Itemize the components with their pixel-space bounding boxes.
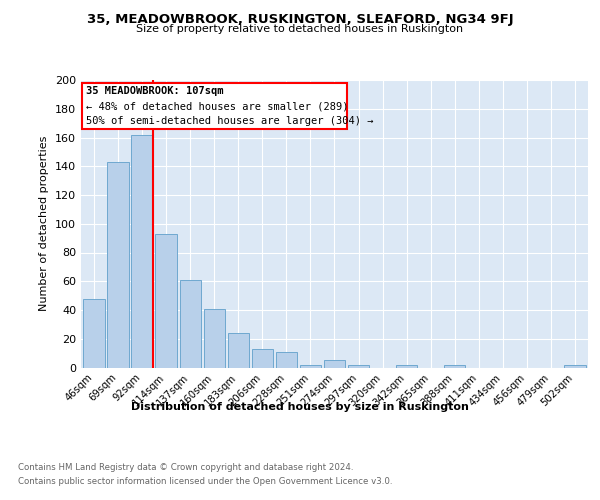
FancyBboxPatch shape xyxy=(82,83,347,129)
Text: Distribution of detached houses by size in Ruskington: Distribution of detached houses by size … xyxy=(131,402,469,412)
Text: Contains HM Land Registry data © Crown copyright and database right 2024.: Contains HM Land Registry data © Crown c… xyxy=(18,462,353,471)
Bar xyxy=(203,308,225,368)
Bar xyxy=(131,134,153,368)
Text: 50% of semi-detached houses are larger (304) →: 50% of semi-detached houses are larger (… xyxy=(86,116,373,126)
Bar xyxy=(348,364,370,368)
Text: ← 48% of detached houses are smaller (289): ← 48% of detached houses are smaller (28… xyxy=(86,102,349,112)
Text: 35 MEADOWBROOK: 107sqm: 35 MEADOWBROOK: 107sqm xyxy=(86,86,223,96)
Bar xyxy=(396,364,418,368)
Y-axis label: Number of detached properties: Number of detached properties xyxy=(40,136,49,312)
Bar xyxy=(227,333,249,368)
Bar xyxy=(444,364,466,368)
Bar xyxy=(155,234,177,368)
Bar xyxy=(251,349,273,368)
Bar xyxy=(275,352,297,368)
Bar xyxy=(299,364,321,368)
Bar xyxy=(564,364,586,368)
Bar xyxy=(179,280,201,368)
Text: Size of property relative to detached houses in Ruskington: Size of property relative to detached ho… xyxy=(136,24,464,34)
Text: Contains public sector information licensed under the Open Government Licence v3: Contains public sector information licen… xyxy=(18,478,392,486)
Bar xyxy=(83,298,105,368)
Bar xyxy=(323,360,346,368)
Text: 35, MEADOWBROOK, RUSKINGTON, SLEAFORD, NG34 9FJ: 35, MEADOWBROOK, RUSKINGTON, SLEAFORD, N… xyxy=(86,12,514,26)
Bar xyxy=(107,162,129,368)
